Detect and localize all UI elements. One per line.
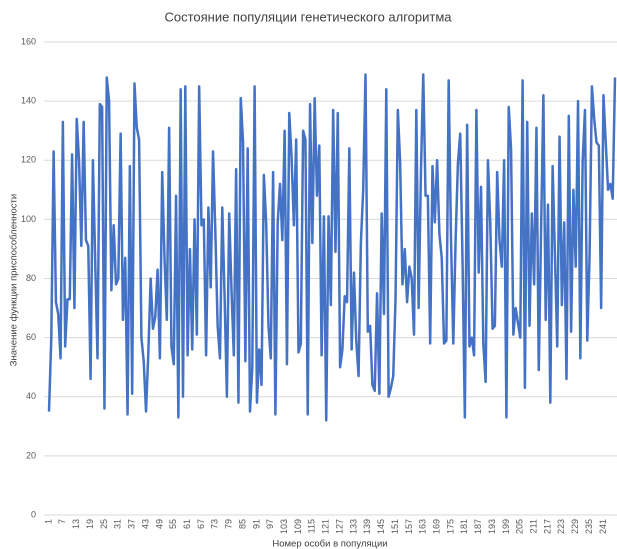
x-tick-label: 115 (307, 519, 317, 533)
x-tick-label: 217 (542, 519, 552, 534)
x-axis-title: Номер особи в популяции (272, 539, 387, 549)
y-tick-label: 40 (26, 391, 36, 401)
x-tick-label: 133 (348, 519, 358, 534)
y-tick-label: 160 (21, 36, 36, 46)
x-tick-label: 169 (431, 519, 441, 534)
y-tick-label: 20 (26, 450, 36, 460)
x-tick-label: 55 (168, 519, 178, 529)
x-tick-label: 235 (584, 519, 594, 534)
x-tick-label: 1 (43, 519, 53, 524)
x-tick-label: 37 (127, 519, 137, 529)
x-tick-label: 145 (376, 519, 386, 534)
x-tick-label: 229 (570, 519, 580, 534)
y-tick-label: 60 (26, 332, 36, 342)
x-tick-label: 7 (57, 519, 67, 524)
x-tick-label: 91 (251, 519, 261, 529)
x-tick-label: 79 (224, 519, 234, 529)
x-tick-label: 205 (515, 519, 525, 534)
x-tick-label: 73 (210, 519, 220, 529)
y-tick-label: 80 (26, 273, 36, 283)
x-tick-label: 25 (99, 519, 109, 529)
x-tick-label: 43 (140, 519, 150, 529)
x-tick-label: 103 (279, 519, 289, 534)
x-tick-label: 193 (487, 519, 497, 534)
x-tick-label: 211 (529, 519, 539, 533)
x-tick-label: 187 (473, 519, 483, 534)
y-tick-label: 100 (21, 214, 36, 224)
x-tick-label: 139 (362, 519, 372, 534)
x-tick-label: 223 (556, 519, 566, 534)
x-tick-label: 241 (598, 519, 608, 534)
x-tick-label: 175 (445, 519, 455, 534)
x-tick-label: 181 (459, 519, 469, 534)
x-tick-label: 13 (71, 519, 81, 529)
y-axis-title: Значение функции приспособленности (9, 194, 20, 366)
x-tick-label: 19 (85, 519, 95, 529)
y-tick-label: 140 (21, 96, 36, 106)
x-tick-label: 61 (182, 519, 192, 529)
x-tick-label: 67 (196, 519, 206, 529)
y-tick-label: 120 (21, 155, 36, 165)
x-tick-label: 49 (154, 519, 164, 529)
x-tick-label: 157 (404, 519, 414, 534)
y-tick-label: 0 (31, 509, 36, 519)
x-tick-label: 199 (501, 519, 511, 534)
chart-title: Состояние популяции генетического алгори… (164, 9, 452, 24)
x-tick-label: 121 (321, 519, 331, 534)
x-tick-label: 127 (334, 519, 344, 534)
series-line (47, 73, 617, 422)
x-tick-label: 163 (418, 519, 428, 534)
x-tick-label: 109 (293, 519, 303, 534)
x-tick-label: 31 (113, 519, 123, 529)
x-tick-label: 151 (390, 519, 400, 534)
x-tick-label: 85 (237, 519, 247, 529)
x-tick-label: 97 (265, 519, 275, 529)
